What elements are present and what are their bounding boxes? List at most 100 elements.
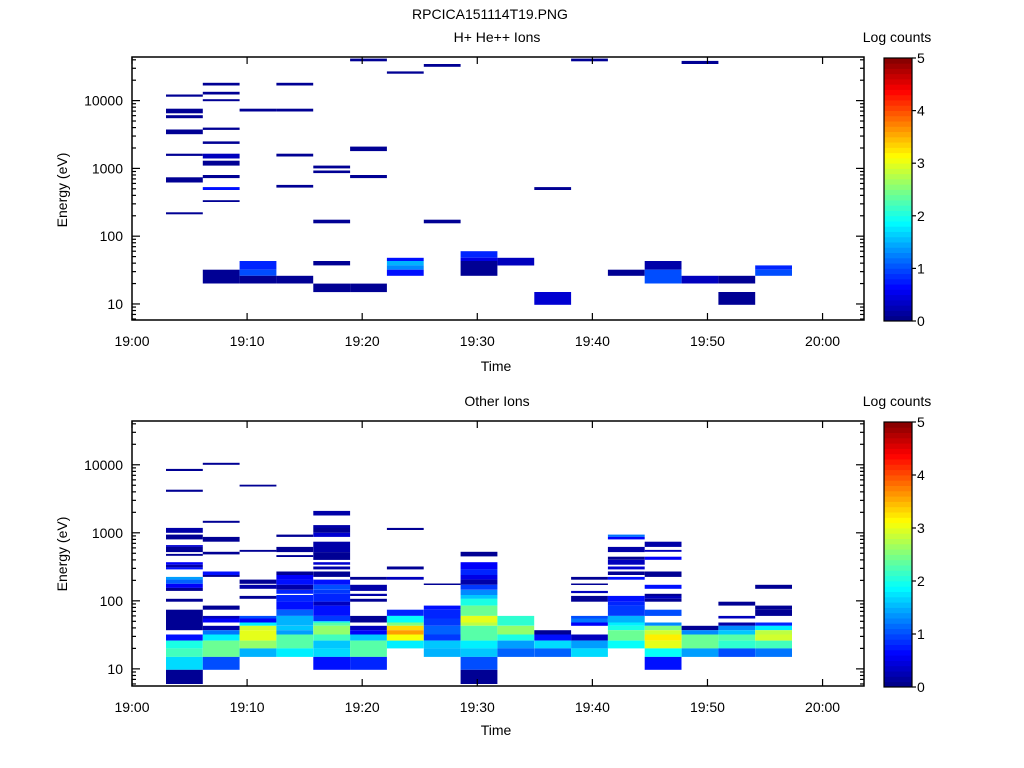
colorbar-swatch (884, 639, 912, 645)
heatmap-cell (313, 170, 351, 174)
colorbar-swatch (884, 665, 912, 672)
heatmap-cell (571, 622, 608, 626)
x-tick-label: 19:20 (345, 333, 380, 349)
heatmap-cell (166, 468, 203, 471)
heatmap-cell (350, 640, 387, 657)
colorbar-swatch (884, 618, 912, 624)
heatmap-cell (313, 656, 351, 670)
colorbar-swatch (884, 168, 912, 175)
colorbar-tick-label: 2 (917, 573, 925, 589)
heatmap-cell (350, 146, 387, 152)
colorbar-swatch (884, 623, 912, 630)
colorbar-tick-label: 4 (917, 467, 925, 483)
heatmap-cell (571, 58, 608, 62)
colorbar-swatch (884, 89, 912, 96)
colorbar-swatch (884, 443, 912, 449)
colorbar-tick-label: 0 (917, 679, 925, 695)
colorbar-swatch (884, 173, 912, 180)
heatmap-cell (460, 257, 498, 261)
colorbar-swatch (884, 299, 912, 306)
heatmap-cell (239, 269, 277, 276)
heatmap-cell (313, 621, 351, 623)
x-axis-label: Time (481, 358, 512, 374)
colorbar-swatch (884, 475, 912, 481)
panel-other-ions: Other Ions Log counts Time Energy (eV) 1… (54, 393, 931, 738)
heatmap-cell (644, 571, 682, 577)
heatmap-cell (755, 630, 792, 635)
colorbar-swatch (884, 121, 912, 127)
heatmap-cell (718, 601, 756, 606)
colorbar-swatch (884, 105, 912, 111)
heatmap-cell (607, 571, 645, 575)
heatmap-cell (202, 571, 240, 575)
colorbar-swatch (884, 559, 912, 566)
heatmap-cell (166, 583, 203, 588)
heatmap-cell (571, 618, 608, 623)
heatmap-cell (386, 640, 424, 649)
heatmap-cell (460, 551, 498, 557)
heatmap-cell (681, 634, 719, 649)
colorbar-swatch (884, 660, 912, 667)
y-axis-label: Energy (eV) (54, 517, 70, 592)
heatmap-cell (644, 634, 682, 641)
heatmap-cell (313, 593, 351, 602)
heatmap-cell (313, 648, 351, 657)
heatmap-cell (276, 153, 314, 157)
heatmap-cell (313, 579, 351, 585)
colorbar-swatch (884, 236, 912, 243)
heatmap-cell (166, 640, 203, 649)
heatmap-cell (166, 108, 203, 114)
heatmap-cell (239, 615, 277, 619)
heatmap-cell (718, 648, 756, 657)
heatmap-cell (202, 160, 240, 166)
heatmap-cell (571, 634, 608, 641)
x-tick-label: 19:20 (345, 699, 380, 715)
y-tick-label: 1000 (92, 160, 123, 176)
heatmap-cell (350, 598, 387, 602)
x-tick-label: 19:40 (575, 699, 610, 715)
heatmap-cell (350, 58, 387, 62)
heatmap-cell (166, 656, 203, 670)
heatmap-cell (386, 257, 424, 261)
heatmap-cell (718, 630, 756, 635)
heatmap-cell (497, 257, 535, 266)
heatmap-cell (313, 601, 351, 606)
heatmap-cell (313, 571, 351, 577)
heatmap-cell (386, 622, 424, 626)
heatmap-cell (166, 546, 203, 553)
colorbar: 0 1 2 3 4 5 (883, 414, 925, 695)
heatmap-cell (239, 634, 277, 641)
heatmap-cell (313, 532, 351, 537)
colorbar-swatch (884, 676, 912, 683)
colorbar-swatch (884, 581, 912, 587)
heatmap-cell (681, 60, 719, 64)
heatmap-cell (276, 601, 314, 610)
heatmap-cell (386, 269, 424, 276)
heatmap-cell (350, 576, 387, 580)
colorbar-swatch (884, 226, 912, 232)
heatmap-cell (718, 292, 756, 305)
colorbar-swatch (884, 427, 912, 433)
heatmap-cell (718, 622, 756, 626)
heatmap-cell (607, 630, 645, 641)
heatmap-cell (644, 261, 682, 270)
heatmap-cell (644, 593, 682, 596)
heatmap-cell (460, 562, 498, 570)
colorbar-swatch (884, 126, 912, 133)
heatmap-cell (166, 579, 203, 584)
colorbar-swatch (884, 210, 912, 217)
heatmap-cell (755, 622, 792, 626)
heatmap-cell (202, 462, 240, 465)
x-tick-label: 19:30 (460, 333, 495, 349)
colorbar-swatch (884, 289, 912, 296)
colorbar-swatch (884, 469, 912, 476)
heatmap-cell (607, 595, 645, 602)
colorbar-swatch (884, 273, 912, 280)
heatmap-cell (313, 584, 351, 590)
heatmap-cell (313, 525, 351, 528)
heatmap-cell (166, 587, 203, 591)
colorbar-swatch (884, 215, 912, 222)
colorbar-tick-label: 1 (917, 626, 925, 642)
colorbar-swatch (884, 522, 912, 529)
heatmap-cell (386, 630, 424, 635)
